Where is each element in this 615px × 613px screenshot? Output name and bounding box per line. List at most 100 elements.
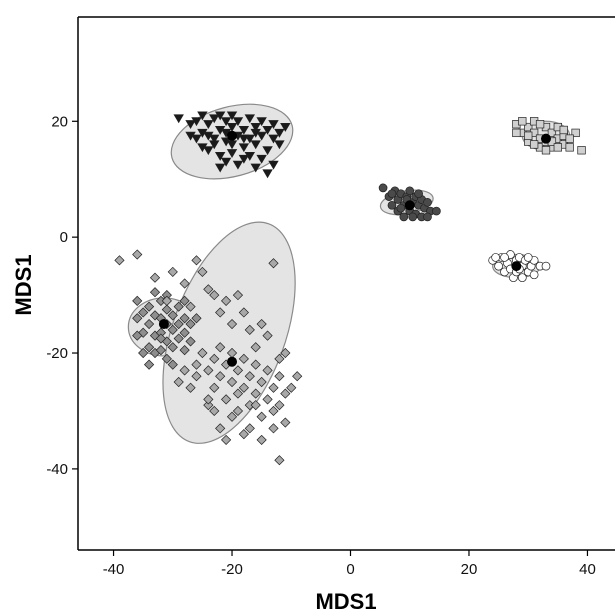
- data-point: [138, 307, 149, 318]
- data-point: [250, 342, 261, 353]
- data-point: [268, 160, 279, 170]
- data-point: [209, 140, 220, 150]
- data-point: [132, 295, 143, 306]
- data-point: [226, 149, 238, 158]
- data-point: [185, 318, 196, 330]
- data-point: [250, 359, 261, 370]
- data-point: [571, 128, 580, 138]
- data-point: [155, 333, 167, 344]
- data-point: [432, 206, 441, 216]
- data-point: [226, 411, 238, 422]
- data-point: [250, 128, 261, 138]
- data-point: [268, 382, 279, 393]
- x-tick-label: 20: [461, 561, 478, 578]
- data-point: [185, 120, 196, 130]
- data-point: [262, 330, 273, 341]
- data-point: [149, 272, 161, 283]
- data-point: [191, 134, 202, 144]
- data-point: [256, 131, 267, 141]
- data-point: [518, 117, 527, 126]
- data-point: [238, 307, 249, 318]
- data-point: [167, 324, 178, 335]
- data-point: [191, 255, 202, 266]
- data-point: [214, 111, 226, 121]
- data-point: [268, 405, 279, 417]
- data-point: [209, 114, 220, 124]
- y-tick-label: 0: [60, 229, 68, 246]
- data-point: [244, 152, 256, 161]
- data-point: [197, 143, 208, 153]
- data-point: [220, 117, 232, 127]
- data-point: [143, 318, 155, 330]
- data-point: [185, 301, 196, 312]
- y-axis-title: MDS1: [11, 254, 36, 315]
- data-point: [226, 376, 238, 388]
- data-point: [405, 186, 415, 196]
- data-point: [274, 455, 285, 466]
- group-centroid: [158, 319, 169, 330]
- data-point: [280, 388, 291, 399]
- data-point: [238, 382, 249, 393]
- x-ticks: -40 -20 0 20 40: [103, 550, 596, 578]
- data-point: [197, 347, 208, 359]
- data-point: [185, 336, 196, 347]
- data-point: [262, 125, 273, 135]
- data-point: [399, 212, 409, 222]
- data-point: [161, 353, 172, 364]
- data-point: [161, 304, 172, 315]
- data-point: [274, 371, 285, 382]
- data-point: [250, 123, 261, 132]
- data-point: [547, 128, 557, 138]
- data-point: [262, 365, 273, 376]
- x-tick-label: -40: [103, 561, 125, 578]
- data-point: [517, 273, 527, 283]
- data-point: [220, 157, 232, 167]
- data-point: [274, 140, 285, 150]
- data-point: [244, 423, 255, 434]
- data-point: [173, 318, 184, 330]
- data-point: [215, 342, 226, 353]
- data-point: [203, 120, 214, 130]
- data-point: [143, 359, 155, 370]
- data-point: [155, 345, 167, 356]
- data-point: [179, 327, 190, 338]
- centroids-layer: [158, 130, 551, 367]
- data-point: [238, 143, 250, 153]
- data-point: [524, 131, 533, 140]
- group-centroid: [227, 130, 238, 141]
- data-point: [197, 266, 208, 278]
- data-point: [387, 200, 397, 210]
- data-point: [203, 394, 214, 405]
- data-point: [203, 131, 214, 141]
- data-point: [414, 189, 423, 199]
- data-point: [244, 324, 255, 335]
- data-point: [167, 266, 178, 278]
- data-point: [512, 128, 521, 138]
- data-point: [191, 117, 202, 127]
- data-point: [232, 405, 244, 417]
- data-point: [132, 313, 143, 324]
- data-point: [191, 371, 202, 382]
- data-point: [423, 198, 432, 207]
- data-point: [250, 388, 261, 399]
- data-point: [132, 330, 143, 341]
- group-centroid: [404, 200, 415, 211]
- data-point: [238, 125, 250, 135]
- data-point: [541, 261, 551, 271]
- data-point: [203, 284, 214, 295]
- data-point: [256, 117, 267, 127]
- data-point: [396, 203, 406, 213]
- data-point: [214, 152, 226, 161]
- data-point: [577, 146, 586, 155]
- data-point: [232, 160, 244, 170]
- data-point: [250, 400, 261, 411]
- data-point: [262, 169, 273, 179]
- data-point: [256, 318, 267, 330]
- data-point: [268, 134, 279, 144]
- data-point: [167, 310, 178, 321]
- data-point: [149, 287, 161, 298]
- group-centroid: [511, 261, 522, 272]
- data-point: [274, 353, 285, 364]
- data-point: [387, 189, 397, 199]
- data-point: [226, 111, 238, 121]
